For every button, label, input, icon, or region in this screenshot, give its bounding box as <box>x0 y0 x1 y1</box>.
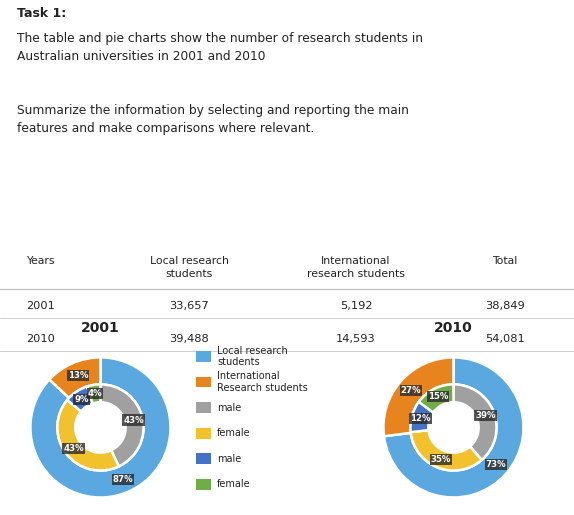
Wedge shape <box>67 386 92 411</box>
Text: Years: Years <box>26 256 55 266</box>
Text: 27%: 27% <box>401 386 421 394</box>
Text: Local research
students: Local research students <box>218 346 288 367</box>
Wedge shape <box>87 384 100 403</box>
Wedge shape <box>383 357 453 436</box>
Wedge shape <box>384 357 523 497</box>
Text: 2001: 2001 <box>26 301 55 311</box>
FancyBboxPatch shape <box>196 351 211 362</box>
Text: The table and pie charts show the number of research students in
Australian univ: The table and pie charts show the number… <box>17 32 423 63</box>
Text: 14,593: 14,593 <box>336 334 376 345</box>
Text: Task 1:: Task 1: <box>17 7 67 21</box>
Text: Local research
students: Local research students <box>150 256 229 279</box>
Text: 87%: 87% <box>113 475 133 484</box>
Text: 15%: 15% <box>428 392 448 402</box>
Wedge shape <box>57 400 119 471</box>
Text: female: female <box>218 428 251 438</box>
Text: 54,081: 54,081 <box>485 334 525 345</box>
Text: 33,657: 33,657 <box>169 301 210 311</box>
Wedge shape <box>453 384 497 460</box>
Text: 5,192: 5,192 <box>340 301 372 311</box>
FancyBboxPatch shape <box>196 479 211 490</box>
Text: Summarize the information by selecting and reporting the main
features and make : Summarize the information by selecting a… <box>17 104 409 135</box>
Text: 43%: 43% <box>123 416 144 424</box>
Text: male: male <box>218 403 242 413</box>
Text: Total: Total <box>492 256 518 266</box>
Text: 12%: 12% <box>410 414 430 423</box>
FancyBboxPatch shape <box>196 377 211 387</box>
Wedge shape <box>49 357 100 398</box>
Title: 2010: 2010 <box>434 320 473 335</box>
Text: female: female <box>218 479 251 489</box>
Text: 2010: 2010 <box>26 334 55 345</box>
Text: 4%: 4% <box>88 389 102 398</box>
Text: 73%: 73% <box>486 460 506 469</box>
Text: International
Research students: International Research students <box>218 371 308 393</box>
Text: 9%: 9% <box>74 394 88 404</box>
Text: 43%: 43% <box>63 444 84 453</box>
Text: International
research students: International research students <box>307 256 405 279</box>
Wedge shape <box>30 357 170 497</box>
Wedge shape <box>410 402 433 432</box>
Text: 38,849: 38,849 <box>485 301 525 311</box>
Text: 13%: 13% <box>68 371 88 380</box>
Wedge shape <box>410 430 482 471</box>
FancyBboxPatch shape <box>196 453 211 464</box>
Title: 2001: 2001 <box>81 320 120 335</box>
Text: male: male <box>218 454 242 464</box>
Text: 39%: 39% <box>475 411 496 420</box>
FancyBboxPatch shape <box>196 428 211 439</box>
FancyBboxPatch shape <box>196 402 211 413</box>
Wedge shape <box>419 384 453 413</box>
Text: 39,488: 39,488 <box>169 334 210 345</box>
Wedge shape <box>100 384 144 467</box>
Text: 35%: 35% <box>431 455 451 464</box>
